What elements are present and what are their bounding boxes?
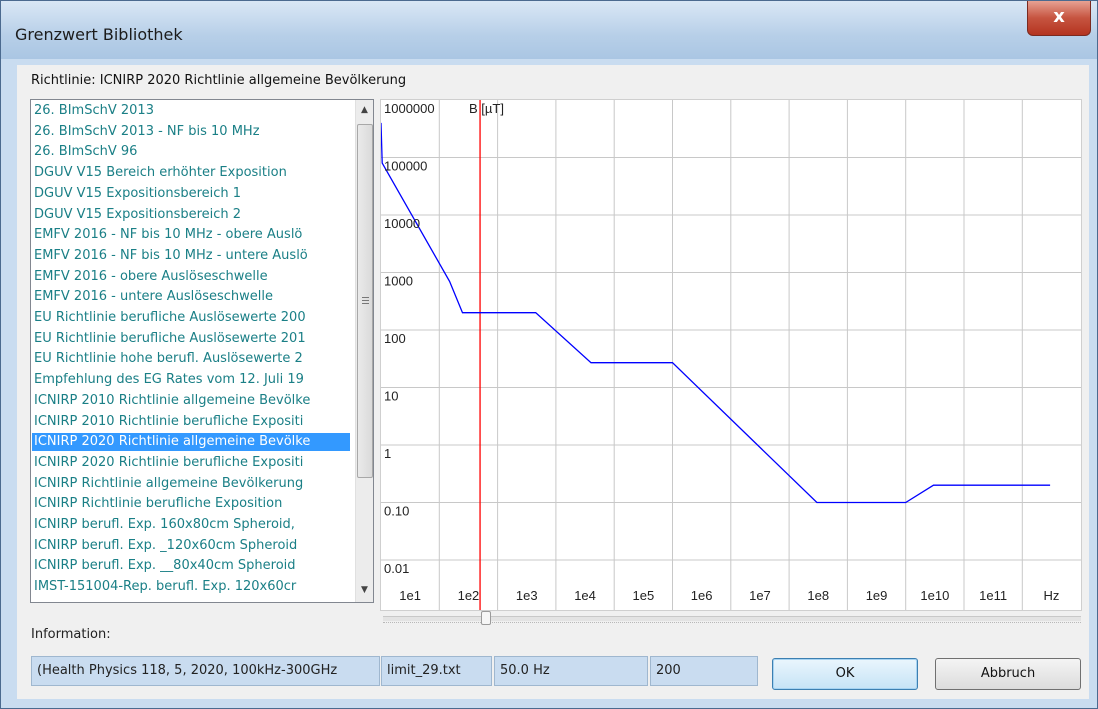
list-item[interactable]: EU Richtlinie berufliche Auslösewerte 20… [34,330,306,346]
x-tick-label: 1e1 [399,588,421,603]
list-item[interactable]: EU Richtlinie hohe berufl. Auslösewerte … [34,351,303,367]
x-tick-label: 1e8 [807,588,829,603]
list-item[interactable]: ICNIRP berufl. Exp. _120x60cm Spheroid [34,537,298,553]
list-item[interactable]: EMFV 2016 - NF bis 10 MHz - obere Auslö [34,227,303,243]
x-tick-label: 1e7 [749,588,771,603]
y-tick-label: 0.01 [384,561,409,576]
list-item[interactable]: ICNIRP berufl. Exp. __80x40cm Spheroid [34,558,296,574]
info-value-field: 200 [650,656,758,686]
x-tick-label: 1e11 [979,588,1007,603]
list-item[interactable]: DGUV V15 Bereich erhöhter Exposition [34,165,287,181]
y-tick-label: 1000 [384,274,413,289]
dialog-body: Richtlinie: ICNIRP 2020 Richtlinie allge… [17,65,1089,699]
list-item[interactable]: ICNIRP 2010 Richtlinie allgemeine Bevölk… [34,392,311,408]
list-item[interactable]: ICNIRP Richtlinie berufliche Exposition [34,496,283,512]
x-tick-label: 1e3 [516,588,538,603]
grip-line [362,303,369,304]
y-tick-label: 0.10 [384,504,409,519]
y-axis-label: B [µT] [469,101,504,116]
x-tick-label: 1e10 [920,588,949,603]
x-axis-label: Hz [1044,588,1060,603]
list-item[interactable]: EMFV 2016 - untere Auslöseschwelle [34,289,273,305]
list-item[interactable]: EMFV 2016 - obere Auslöseschwelle [34,268,268,284]
scroll-thumb[interactable] [357,124,373,478]
list-item[interactable]: ICNIRP 2020 Richtlinie berufliche Exposi… [34,454,304,470]
cancel-button[interactable]: Abbruch [935,658,1081,690]
info-frequency-field: 50.0 Hz [494,656,648,686]
y-tick-label: 100 [384,331,406,346]
directive-label: Richtlinie: ICNIRP 2020 Richtlinie allge… [31,73,406,88]
y-tick-label: 1000000 [384,101,435,116]
y-tick-label: 10000 [384,216,420,231]
directive-value: ICNIRP 2020 Richtlinie allgemeine Bevölk… [99,73,407,88]
grip-line [362,297,369,298]
list-item[interactable]: ICNIRP berufl. Exp. 160x80cm Spheroid, [34,517,295,532]
list-item[interactable]: ICNIRP 2020 Richtlinie allgemeine Bevölk… [32,433,350,452]
limit-list[interactable]: IMST-151004-Rep. berufl. Exp. 120x60cr IC… [30,99,374,603]
slider-thumb[interactable] [481,611,491,625]
ok-button[interactable]: OK [772,658,918,690]
list-item[interactable]: Empfehlung des EG Rates vom 12. Juli 19 [34,372,304,388]
list-item[interactable]: DGUV V15 Expositionsbereich 2 [34,206,242,222]
slider-track [383,616,1081,621]
x-tick-label: 1e2 [458,588,480,603]
list-item[interactable]: DGUV V15 Expositionsbereich 1 [34,185,242,201]
info-file-field: limit_29.txt [381,656,492,686]
list-item[interactable]: EMFV 2016 - NF bis 10 MHz - untere Auslö [34,247,308,263]
y-tick-label: 1 [384,446,391,461]
x-tick-label: 1e5 [632,588,654,603]
title-bar[interactable]: Grenzwert Bibliothek x [1,1,1097,59]
scroll-up-icon[interactable]: ▲ [361,105,368,115]
scroll-down-icon[interactable]: ▼ [361,585,368,595]
list-item[interactable]: IMST-151004-Rep. berufl. Exp. 120x60cr [34,579,297,595]
x-tick-label: 1e6 [691,588,713,603]
list-item[interactable]: 26. BImSchV 96 [34,144,138,160]
limit-chart[interactable]: 1000000 100000 10000 1000 100 10 1 0.10 0.01 B [µ… [380,99,1082,611]
list-item[interactable]: EU Richtlinie berufliche Auslösewerte 20… [34,310,306,325]
window-title: Grenzwert Bibliothek [15,25,183,44]
list-item[interactable]: 26. BImSchV 2013 [34,103,154,118]
limit-curve-line [381,122,1051,504]
y-tick-label: 100000 [384,159,427,174]
x-tick-label: 1e4 [574,588,596,603]
information-label: Information: [31,627,111,642]
close-button[interactable]: x [1027,1,1091,36]
x-tick-label: 1e9 [866,588,888,603]
list-item[interactable]: 26. BImSchV 2013 - NF bis 10 MHz [34,123,260,139]
y-tick-label: 10 [384,389,398,404]
grip-line [362,300,369,301]
list-scrollbar[interactable]: ▲ ▼ [355,100,373,602]
list-item[interactable]: ICNIRP Richtlinie allgemeine Bevölkerung [34,475,304,491]
list-item[interactable]: ICNIRP 2010 Richtlinie berufliche Exposi… [34,413,304,429]
frequency-slider[interactable] [383,611,1081,627]
slider-ticks [383,622,1081,626]
directive-prefix: Richtlinie: [31,73,96,88]
info-source-field: (Health Physics 118, 5, 2020, 100kHz-300… [31,656,380,686]
